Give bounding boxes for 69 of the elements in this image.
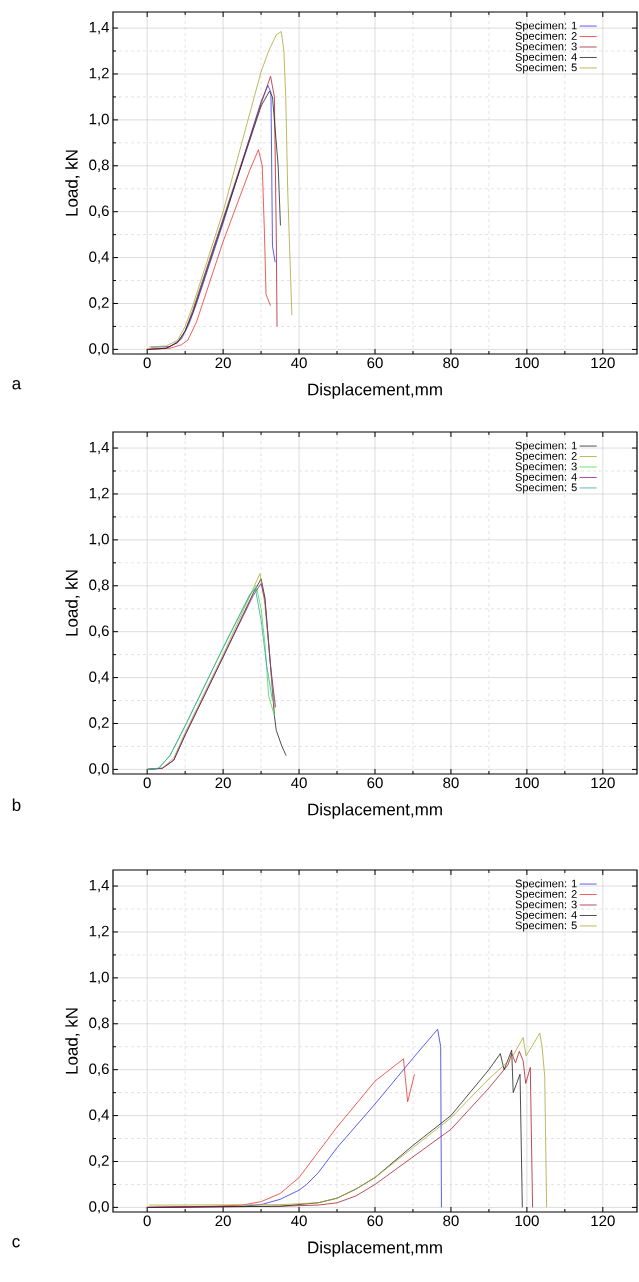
x-tick-label: 120 — [591, 357, 615, 369]
x-tick-label: 0 — [143, 777, 151, 789]
x-axis-title: Displacement,mm — [308, 803, 442, 819]
x-tick-label: 120 — [591, 777, 615, 789]
y-tick-label: 1,0 — [89, 533, 109, 547]
x-axis-title: Displacement,mm — [308, 1241, 442, 1257]
legend-label: Specimen: 3 — [515, 462, 577, 473]
legend-label: Specimen: 4 — [515, 910, 577, 921]
x-tick-label: 100 — [515, 1215, 539, 1227]
x-tick-label: 80 — [443, 357, 459, 369]
y-axis-title: Load, kN — [65, 1008, 80, 1074]
y-tick-label: 0,2 — [89, 1155, 109, 1168]
y-tick-label: 0,8 — [89, 1017, 109, 1030]
y-tick-label: 1,4 — [89, 879, 110, 893]
y-tick-label: 0,4 — [89, 251, 110, 264]
y-tick-label: 1,2 — [89, 925, 109, 939]
x-tick-label: 120 — [591, 1215, 615, 1227]
legend-label: Specimen: 2 — [515, 889, 577, 901]
legend-label: Specimen: 2 — [515, 451, 577, 463]
x-tick-label: 40 — [291, 777, 307, 789]
legend-label: Specimen: 5 — [515, 63, 577, 74]
y-tick-label: 0,2 — [89, 297, 109, 310]
legend-label: Specimen: 1 — [515, 21, 577, 32]
x-tick-label: 80 — [443, 777, 459, 789]
legend-label: Specimen: 1 — [515, 879, 577, 890]
legend-label: Specimen: 3 — [515, 42, 577, 53]
y-tick-label: 1,2 — [89, 487, 109, 501]
legend-label: Specimen: 1 — [515, 441, 577, 452]
legend-label: Specimen: 5 — [515, 483, 577, 494]
y-tick-label: 1,0 — [89, 113, 109, 127]
x-tick-label: 40 — [291, 357, 307, 369]
text: c — [12, 1238, 20, 1248]
y-tick-label: 0,8 — [89, 159, 109, 172]
x-tick-label: 80 — [443, 1215, 459, 1227]
x-tick-label: 100 — [515, 777, 539, 789]
legend-label: Specimen: 2 — [515, 31, 577, 43]
y-tick-label: 1,0 — [89, 971, 109, 985]
x-tick-label: 20 — [215, 1215, 231, 1227]
text: b — [12, 798, 21, 812]
y-tick-label: 0,4 — [89, 1109, 110, 1122]
x-tick-label: 60 — [367, 1215, 383, 1227]
y-tick-label: 0,2 — [89, 717, 109, 730]
text: a — [12, 380, 22, 390]
y-tick-label: 0,8 — [89, 579, 109, 592]
y-tick-label: 1,2 — [89, 67, 109, 81]
y-tick-label: 0,4 — [89, 671, 110, 684]
y-tick-label: 1,4 — [89, 21, 110, 35]
legend-label: Specimen: 4 — [515, 52, 577, 63]
x-tick-label: 40 — [291, 1215, 307, 1227]
x-tick-label: 60 — [367, 357, 383, 369]
x-tick-label: 0 — [143, 357, 151, 369]
x-tick-label: 20 — [215, 777, 231, 789]
legend-label: Specimen: 3 — [515, 900, 577, 911]
y-tick-label: 0,6 — [89, 1063, 109, 1076]
x-axis-title: Displacement,mm — [308, 383, 442, 399]
legend-label: Specimen: 4 — [515, 472, 577, 483]
legend-label: Specimen: 5 — [515, 921, 577, 932]
y-tick-label: 0,0 — [89, 343, 109, 356]
x-tick-label: 60 — [367, 777, 383, 789]
y-tick-label: 0,0 — [89, 763, 109, 776]
y-tick-label: 0,6 — [89, 205, 109, 218]
y-axis-title: Load, kN — [65, 150, 80, 216]
y-tick-label: 1,4 — [89, 441, 110, 455]
y-tick-label: 0,6 — [89, 625, 109, 638]
y-axis-title: Load, kN — [65, 570, 80, 636]
x-tick-label: 0 — [143, 1215, 151, 1227]
x-tick-label: 100 — [515, 357, 539, 369]
y-tick-label: 0,0 — [89, 1201, 109, 1214]
x-tick-label: 20 — [215, 357, 231, 369]
